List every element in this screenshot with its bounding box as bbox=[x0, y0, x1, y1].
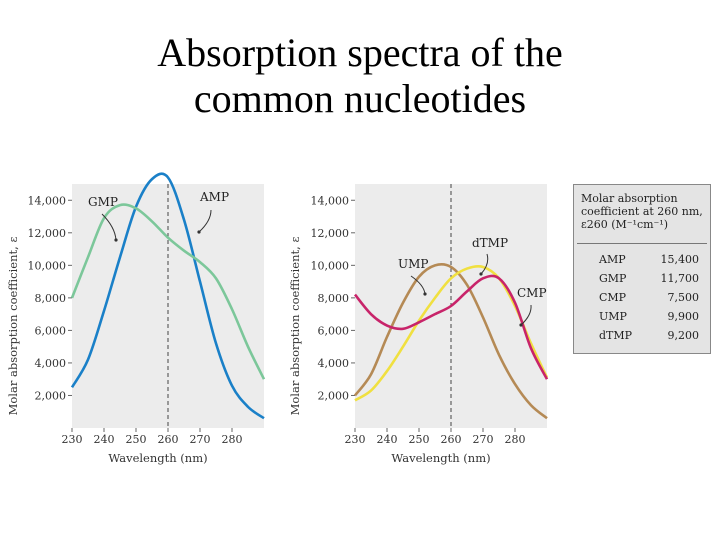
x-tick-label: 270 bbox=[473, 433, 494, 446]
x-tick-label: 280 bbox=[505, 433, 526, 446]
series-pointer-gmp bbox=[101, 213, 117, 241]
series-pointer-head bbox=[479, 272, 483, 276]
absorption-value: 9,900 bbox=[667, 310, 700, 323]
y-tick-label: 6,000 bbox=[318, 324, 350, 337]
series-line-ump bbox=[353, 262, 548, 420]
series-pointer-dtmp bbox=[480, 253, 489, 275]
series-label-ump: UMP bbox=[398, 257, 428, 271]
series-line-amp bbox=[70, 172, 265, 420]
chart-panel-1: 2,000 4,000 6,000 8,000 10,000 12,000 14,000 23… bbox=[6, 172, 266, 465]
y-tick-label: 6,000 bbox=[35, 324, 67, 337]
series-label-dtmp: dTMP bbox=[472, 236, 508, 250]
x-tick-label: 250 bbox=[409, 433, 430, 446]
table-header-line-2: coefficient at 260 nm, bbox=[581, 205, 703, 218]
nucleotide-name: UMP bbox=[599, 310, 627, 323]
series-pointer-amp bbox=[198, 209, 212, 233]
y-axis-label: Molar absorption coefficient, ε bbox=[6, 237, 20, 416]
absorption-value: 11,700 bbox=[660, 272, 700, 285]
y-tick-label: 4,000 bbox=[318, 357, 350, 370]
x-tick-label: 280 bbox=[222, 433, 243, 446]
slide-title-line-2: common nucleotides bbox=[193, 76, 527, 121]
y-axis-label: Molar absorption coefficient, ε bbox=[288, 237, 302, 416]
x-tick-label: 240 bbox=[377, 433, 398, 446]
absorption-value: 15,400 bbox=[660, 253, 700, 266]
series-label-gmp: GMP bbox=[88, 195, 118, 209]
y-tick-label: 8,000 bbox=[35, 292, 67, 305]
table-divider bbox=[577, 243, 707, 244]
x-axis-label: Wavelength (nm) bbox=[108, 451, 207, 465]
x-tick-label: 260 bbox=[158, 433, 179, 446]
table-header-line-1: Molar absorption bbox=[581, 192, 678, 205]
x-tick-label: 230 bbox=[345, 433, 366, 446]
nucleotide-name: GMP bbox=[599, 272, 627, 285]
y-tick-label: 2,000 bbox=[35, 389, 67, 402]
absorption-value: 7,500 bbox=[667, 291, 700, 304]
series-line-cmp bbox=[353, 274, 549, 380]
series-label-amp: AMP bbox=[199, 190, 229, 204]
series-label-cmp: CMP bbox=[517, 286, 547, 300]
y-tick-label: 14,000 bbox=[311, 194, 350, 207]
table-header-line-3: ε260 (M⁻¹cm⁻¹) bbox=[581, 218, 669, 231]
y-tick-label: 12,000 bbox=[28, 227, 67, 240]
absorption-value: 9,200 bbox=[667, 329, 700, 342]
y-tick-label: 4,000 bbox=[35, 357, 67, 370]
slide-title: Absorption spectra of the common nucleot… bbox=[0, 30, 720, 122]
nucleotide-name: AMP bbox=[599, 253, 626, 266]
series-pointer-head bbox=[114, 238, 118, 242]
nucleotide-name: dTMP bbox=[599, 329, 633, 342]
x-axis-label: Wavelength (nm) bbox=[391, 451, 490, 465]
x-tick-label: 250 bbox=[126, 433, 147, 446]
y-tick-label: 2,000 bbox=[318, 389, 350, 402]
y-tick-label: 8,000 bbox=[318, 292, 350, 305]
series-line-gmp bbox=[70, 203, 266, 380]
y-tick-label: 10,000 bbox=[28, 259, 67, 272]
series-pointer-head bbox=[423, 292, 427, 296]
series-pointer-cmp bbox=[520, 304, 532, 326]
nucleotide-name: CMP bbox=[599, 291, 627, 304]
series-pointer-head bbox=[197, 230, 201, 234]
x-tick-label: 230 bbox=[62, 433, 83, 446]
series-pointer-head bbox=[519, 323, 523, 327]
x-tick-label: 240 bbox=[94, 433, 115, 446]
y-tick-label: 10,000 bbox=[311, 259, 350, 272]
y-tick-label: 12,000 bbox=[311, 227, 350, 240]
molar-absorption-table: Molar absorption coefficient at 260 nm, … bbox=[573, 184, 711, 354]
x-tick-label: 260 bbox=[441, 433, 462, 446]
table-header: Molar absorption coefficient at 260 nm, … bbox=[574, 185, 710, 237]
y-tick-label: 14,000 bbox=[28, 194, 67, 207]
x-tick-label: 270 bbox=[190, 433, 211, 446]
slide-title-line-1: Absorption spectra of the bbox=[157, 30, 563, 75]
chart-panel-2: 2,000 4,000 6,000 8,000 10,000 12,000 14,000 23… bbox=[288, 184, 549, 465]
